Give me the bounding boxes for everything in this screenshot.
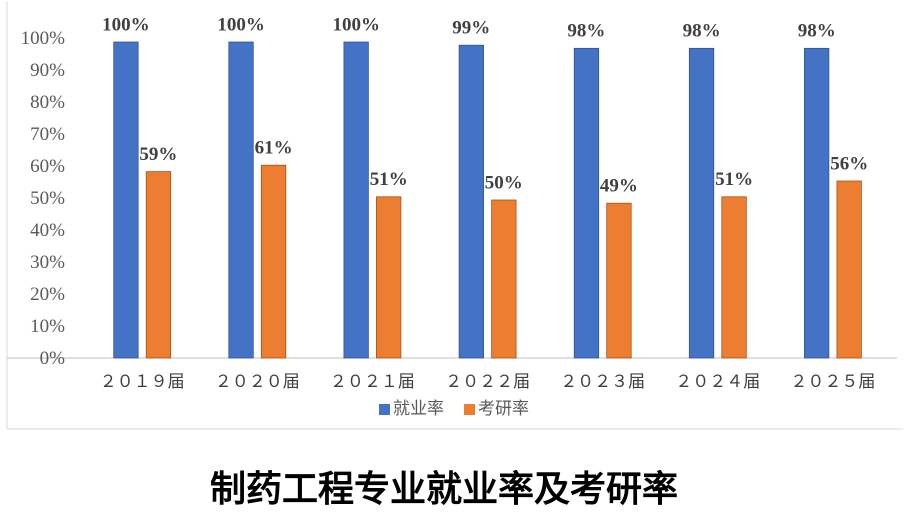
svg-text:0%: 0% xyxy=(40,348,66,369)
svg-text:２０２３届: ２０２３届 xyxy=(560,372,645,391)
svg-text:２０２１届: ２０２１届 xyxy=(330,372,415,391)
svg-text:51%: 51% xyxy=(370,169,408,190)
svg-text:100%: 100% xyxy=(102,14,150,35)
svg-text:２０２４届: ２０２４届 xyxy=(675,372,760,391)
svg-text:60%: 60% xyxy=(30,156,65,177)
svg-text:80%: 80% xyxy=(30,92,65,113)
svg-text:61%: 61% xyxy=(255,138,293,159)
svg-text:制药工程专业就业率及考研率: 制药工程专业就业率及考研率 xyxy=(210,469,678,508)
svg-text:56%: 56% xyxy=(830,153,868,174)
svg-text:就业率: 就业率 xyxy=(393,399,444,418)
svg-text:100%: 100% xyxy=(332,14,380,35)
svg-text:２０１９届: ２０１９届 xyxy=(100,372,185,391)
svg-text:２０２０届: ２０２０届 xyxy=(215,372,300,391)
svg-text:98%: 98% xyxy=(798,21,836,42)
svg-text:99%: 99% xyxy=(452,18,490,39)
svg-text:２０２２届: ２０２２届 xyxy=(445,372,530,391)
svg-text:49%: 49% xyxy=(600,176,638,197)
svg-text:100%: 100% xyxy=(21,28,66,49)
svg-text:50%: 50% xyxy=(485,172,523,193)
svg-text:51%: 51% xyxy=(715,169,753,190)
svg-text:98%: 98% xyxy=(683,21,721,42)
svg-text:98%: 98% xyxy=(567,21,605,42)
svg-text:30%: 30% xyxy=(30,252,65,273)
svg-text:10%: 10% xyxy=(30,316,65,337)
svg-text:70%: 70% xyxy=(30,124,65,145)
svg-text:90%: 90% xyxy=(30,60,65,81)
svg-text:20%: 20% xyxy=(30,284,65,305)
svg-text:２０２５届: ２０２５届 xyxy=(790,372,875,391)
svg-text:100%: 100% xyxy=(217,14,265,35)
svg-text:40%: 40% xyxy=(30,220,65,241)
svg-text:59%: 59% xyxy=(139,144,177,165)
svg-text:50%: 50% xyxy=(30,188,65,209)
svg-text:考研率: 考研率 xyxy=(478,399,529,418)
